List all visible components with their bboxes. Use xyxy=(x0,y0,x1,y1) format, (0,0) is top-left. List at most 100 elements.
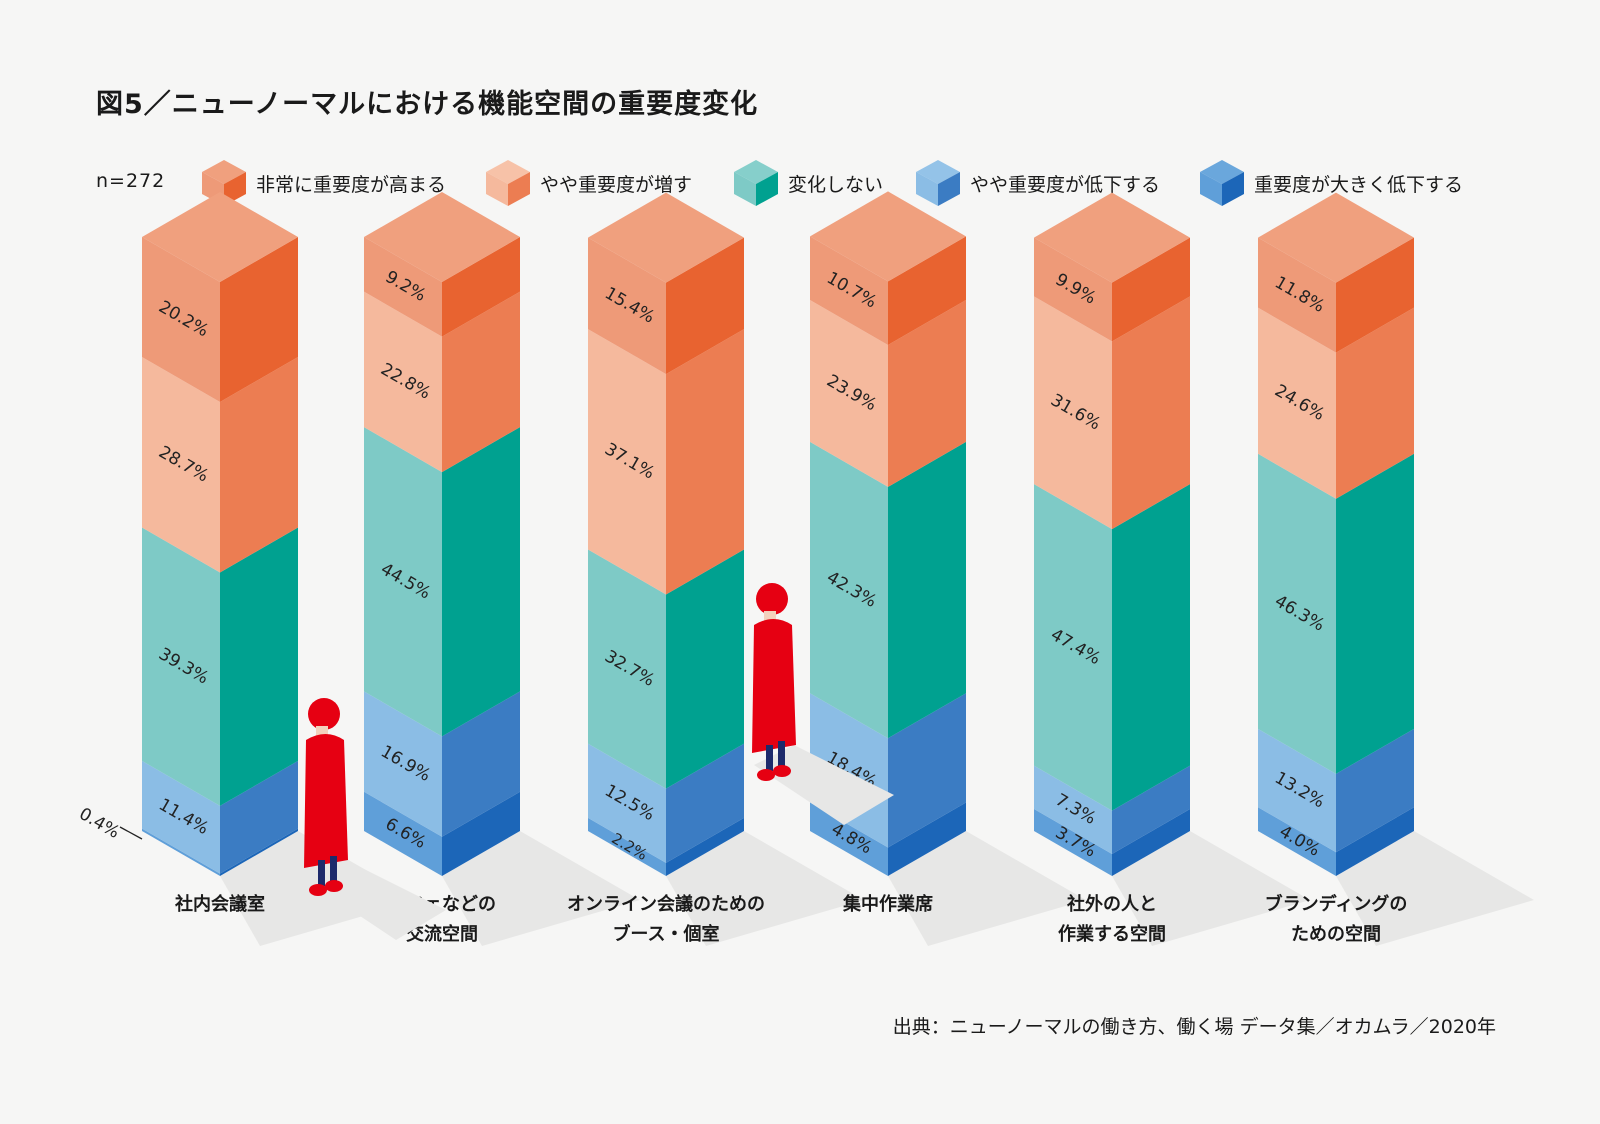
shadow-layer xyxy=(220,831,1534,946)
swatch-front xyxy=(486,172,508,206)
segment-side-no_change xyxy=(1112,484,1190,811)
segment-front-greatly_decrease xyxy=(810,802,888,876)
category-label: ブース・個室 xyxy=(612,923,719,945)
segment-side-slightly_increase xyxy=(1112,296,1190,530)
person-shoe xyxy=(325,880,343,892)
column-shadow xyxy=(442,831,640,946)
segment-side-slightly_decrease xyxy=(442,691,520,837)
person-head xyxy=(308,698,340,730)
segment-side-greatly_decrease xyxy=(220,828,298,876)
segment-front-very_increase xyxy=(810,236,888,345)
legend-label: 非常に重要度が高まる xyxy=(256,174,447,196)
legend-swatch-slightly-decrease xyxy=(916,160,960,206)
segment-front-very_increase xyxy=(142,237,220,402)
swatch-side xyxy=(756,172,778,206)
segment-front-very_increase xyxy=(364,237,442,337)
column-top-face xyxy=(1258,192,1414,283)
segment-front-no_change xyxy=(810,441,888,739)
legend-label: やや重要度が増す xyxy=(540,174,693,196)
category-label: ための空間 xyxy=(1291,923,1381,945)
segment-front-very_increase xyxy=(588,237,666,375)
segment-front-greatly_decrease xyxy=(142,828,220,876)
legend-swatch-slightly-increase xyxy=(486,160,530,206)
segment-side-slightly_decrease xyxy=(666,743,744,863)
person-head xyxy=(756,583,788,615)
segment-front-greatly_decrease xyxy=(588,817,666,876)
person-shoe xyxy=(309,884,327,896)
segment-side-greatly_decrease xyxy=(1336,807,1414,876)
column-shadow xyxy=(1112,831,1310,946)
person-shadow xyxy=(306,860,446,940)
segment-front-slightly_increase xyxy=(1258,307,1336,499)
category-label: ブランディングの xyxy=(1265,893,1408,915)
leader-line xyxy=(119,826,143,840)
column-top-face xyxy=(142,192,298,282)
category-label: 交流空間 xyxy=(406,923,478,945)
segment-side-slightly_decrease xyxy=(220,760,298,874)
person-neck xyxy=(316,726,328,736)
column-4: 4.8%18.4%42.3%23.9%10.7%集中作業席 xyxy=(810,191,966,915)
category-label: 作業する空間 xyxy=(1058,923,1166,945)
category-label: 社外の人と xyxy=(1067,893,1157,915)
column-top-face xyxy=(364,192,520,282)
person-shoe xyxy=(757,769,775,781)
segment-front-no_change xyxy=(364,427,442,737)
segment-side-greatly_decrease xyxy=(1112,809,1190,876)
legend-label: 重要度が大きく低下する xyxy=(1254,174,1464,196)
sample-size: n=272 xyxy=(96,170,166,192)
segment-front-slightly_increase xyxy=(810,299,888,487)
legend-swatch-no-change xyxy=(734,160,778,206)
segment-side-no_change xyxy=(1336,453,1414,774)
segment-side-no_change xyxy=(666,549,744,789)
person-leg xyxy=(766,745,773,771)
segment-front-greatly_decrease xyxy=(364,791,442,876)
person-shoe xyxy=(773,765,791,777)
person-figure-left xyxy=(304,698,446,940)
category-label: 社内会議室 xyxy=(175,893,265,915)
segment-front-greatly_decrease xyxy=(1258,807,1336,876)
column-3: 2.2%12.5%32.7%37.1%15.4%オンライン会議のためのブース・個… xyxy=(567,192,765,945)
legend-label: 変化しない xyxy=(788,174,884,196)
person-coat xyxy=(304,734,348,868)
person-neck xyxy=(764,611,776,621)
segment-front-no_change xyxy=(1034,484,1112,811)
person-leg xyxy=(318,860,325,886)
category-label: 集中作業席 xyxy=(842,893,933,915)
segment-front-slightly_decrease xyxy=(588,743,666,863)
legend-label: やや重要度が低下する xyxy=(970,174,1161,196)
segment-side-slightly_increase xyxy=(666,329,744,595)
segment-side-slightly_increase xyxy=(888,299,966,487)
person-shadow xyxy=(754,745,894,825)
segment-side-slightly_increase xyxy=(1336,307,1414,499)
chart-title: 図5／ニューノーマルにおける機能空間の重要度変化 xyxy=(96,89,759,120)
legend-swatch-greatly-decrease xyxy=(1200,160,1244,206)
segment-front-slightly_decrease xyxy=(1258,728,1336,853)
segment-front-no_change xyxy=(588,549,666,789)
segment-front-very_increase xyxy=(1258,237,1336,353)
swatch-front xyxy=(734,172,756,206)
segment-side-very_increase xyxy=(220,237,298,402)
column-shadow xyxy=(1336,831,1534,946)
segment-front-slightly_increase xyxy=(588,329,666,595)
segment-side-greatly_decrease xyxy=(888,802,966,876)
segment-front-very_increase xyxy=(1034,237,1112,342)
person-figure-center xyxy=(752,583,894,825)
segment-side-very_increase xyxy=(888,236,966,345)
segment-side-very_increase xyxy=(1112,237,1190,342)
segment-front-no_change xyxy=(1258,453,1336,774)
column-1: 0.4% 11.4%39.3%28.7%20.2%社内会議室 xyxy=(76,192,298,915)
column-shadow xyxy=(888,831,1086,946)
segment-side-no_change xyxy=(442,427,520,737)
segment-side-very_increase xyxy=(1336,237,1414,353)
segment-side-slightly_decrease xyxy=(888,693,966,848)
column-top-face xyxy=(810,191,966,282)
column-top-face xyxy=(588,192,744,283)
segment-side-slightly_increase xyxy=(220,356,298,573)
segment-side-very_increase xyxy=(442,237,520,337)
person-leg xyxy=(330,856,337,882)
swatch-side xyxy=(1222,172,1244,206)
